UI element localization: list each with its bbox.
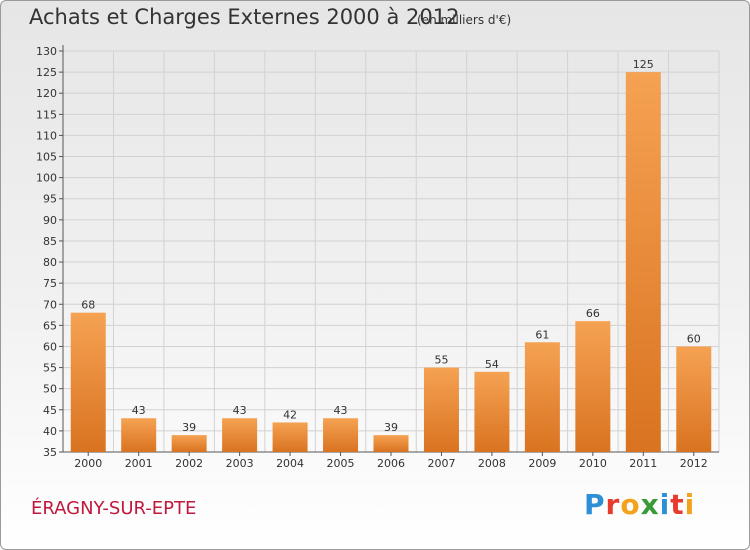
- value-label-2011: 125: [633, 58, 654, 71]
- x-tick-label-2009: 2009: [528, 457, 556, 470]
- value-label-2001: 43: [132, 404, 146, 417]
- bar-2007: [423, 367, 459, 452]
- bar-2010: [575, 321, 611, 452]
- y-tick-label: 40: [43, 425, 57, 438]
- y-tick-label: 85: [43, 235, 57, 248]
- y-tick-label: 100: [36, 172, 57, 185]
- labels: 68 2000 43 2001 39 2002 43 2003 42 2004 43 2005 39 20…: [74, 58, 708, 470]
- bar-2009: [524, 342, 560, 452]
- x-tick-label-2002: 2002: [175, 457, 203, 470]
- value-label-2007: 55: [434, 354, 448, 367]
- proxiti-logo[interactable]: Proxiti: [584, 488, 696, 521]
- city-name: ÉRAGNY-SUR-EPTE: [31, 498, 197, 519]
- x-tick-label-2003: 2003: [226, 457, 254, 470]
- chart-title: Achats et Charges Externes 2000 à 2012: [29, 5, 460, 29]
- bar-2006: [373, 435, 409, 452]
- value-label-2008: 54: [485, 358, 499, 371]
- x-tick-label-2006: 2006: [377, 457, 405, 470]
- value-label-2000: 68: [81, 299, 95, 312]
- bar-2003: [222, 418, 258, 452]
- x-tick-label-2010: 2010: [579, 457, 607, 470]
- bar-2001: [121, 418, 157, 452]
- bar-2004: [272, 422, 308, 452]
- y-tick-label: 65: [43, 319, 57, 332]
- chart-subtitle: (en milliers d'€): [417, 13, 512, 27]
- x-tick-label-2007: 2007: [427, 457, 455, 470]
- value-label-2002: 39: [182, 421, 196, 434]
- x-tick-label-2004: 2004: [276, 457, 304, 470]
- y-tick-label: 75: [43, 277, 57, 290]
- bars: [70, 72, 712, 453]
- x-tick-label-2005: 2005: [327, 457, 355, 470]
- y-tick-label: 120: [36, 87, 57, 100]
- y-tick-label: 95: [43, 193, 57, 206]
- x-tick-label-2008: 2008: [478, 457, 506, 470]
- y-tick-label: 105: [36, 151, 57, 164]
- value-label-2005: 43: [334, 404, 348, 417]
- y-tick-label: 55: [43, 362, 57, 375]
- value-label-2010: 66: [586, 307, 600, 320]
- value-label-2006: 39: [384, 421, 398, 434]
- y-tick-label: 110: [36, 129, 57, 142]
- y-tick-label: 115: [36, 108, 57, 121]
- y-tick-label: 35: [43, 446, 57, 459]
- bar-2008: [474, 371, 510, 452]
- value-label-2003: 43: [233, 404, 247, 417]
- x-tick-label-2001: 2001: [125, 457, 153, 470]
- y-tick-label: 125: [36, 66, 57, 79]
- axes: 35 40 45 50 55 60 65 70 75 80 85 90 95 100 105 110 115 12…: [36, 45, 719, 459]
- bar-2012: [676, 346, 712, 452]
- y-tick-label: 45: [43, 404, 57, 417]
- y-tick-label: 90: [43, 214, 57, 227]
- y-tick-label: 70: [43, 298, 57, 311]
- y-tick-label: 50: [43, 383, 57, 396]
- x-tick-label-2012: 2012: [680, 457, 708, 470]
- gridlines: [62, 50, 720, 453]
- x-tick-label-2000: 2000: [74, 457, 102, 470]
- x-tick-label-2011: 2011: [629, 457, 657, 470]
- bar-2011: [625, 72, 661, 453]
- y-tick-label: 60: [43, 340, 57, 353]
- bar-2002: [171, 435, 207, 452]
- value-label-2012: 60: [687, 332, 701, 345]
- bar-2005: [323, 418, 359, 452]
- value-label-2004: 42: [283, 408, 297, 421]
- y-tick-label: 130: [36, 45, 57, 58]
- bar-2000: [70, 312, 106, 452]
- value-label-2009: 61: [535, 328, 549, 341]
- y-tick-label: 80: [43, 256, 57, 269]
